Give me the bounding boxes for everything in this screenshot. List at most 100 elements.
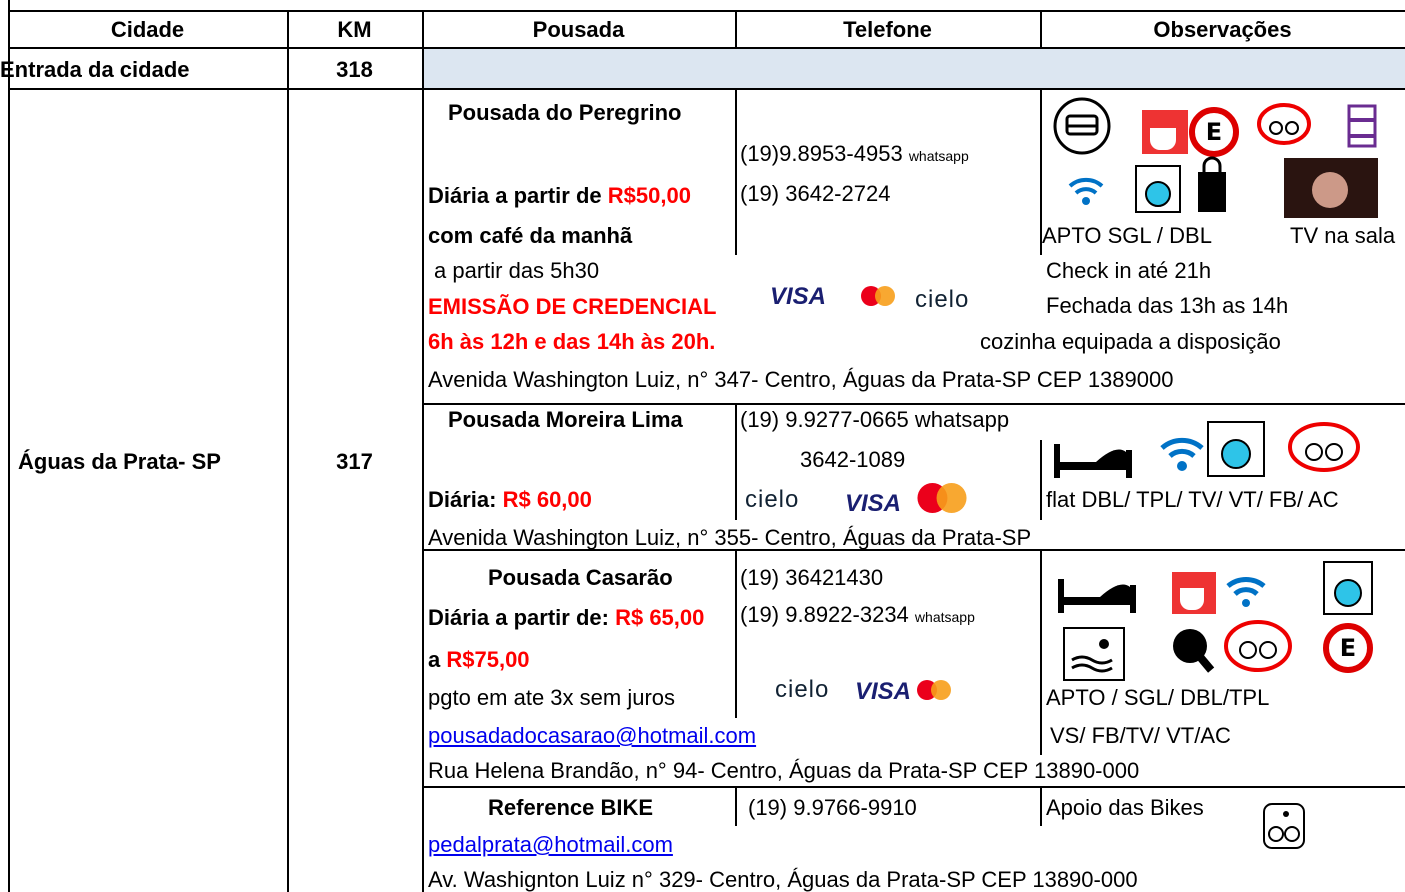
address: Avenida Washington Luiz, n° 355- Centro,… xyxy=(428,525,1032,550)
pool-icon xyxy=(1063,627,1125,681)
border xyxy=(1040,549,1042,755)
lodging-name: Reference BIKE xyxy=(488,795,654,820)
phone: (19) 9.9766-9910 xyxy=(748,795,917,820)
border xyxy=(1040,88,1042,255)
wifi-icon xyxy=(1226,577,1266,607)
lodging-name: Pousada Casarão xyxy=(488,565,673,590)
parking-icon: E xyxy=(1323,623,1373,673)
visa-logo: VISA xyxy=(845,490,902,517)
coffee-icon xyxy=(1172,572,1216,614)
border xyxy=(735,786,737,826)
column-header: Pousada xyxy=(532,17,625,42)
cell: Entrada da cidade xyxy=(0,55,287,85)
visa-logo: VISA xyxy=(855,678,912,705)
border xyxy=(1040,10,1042,48)
phone-note: whatsapp xyxy=(914,609,975,625)
breakfast: com café da manhã xyxy=(428,223,633,248)
price-label: Diária: xyxy=(428,487,503,512)
tv-image xyxy=(1284,158,1378,218)
svg-text:E: E xyxy=(1340,634,1356,662)
address: Avenida Washington Luiz, n° 347- Centro,… xyxy=(428,367,1174,392)
email-link[interactable]: pousadadocasarao@hotmail.com xyxy=(428,723,757,748)
price: Diária: R$ 60,00 xyxy=(428,485,592,515)
svg-text:E: E xyxy=(1206,118,1222,146)
border xyxy=(8,47,1405,49)
cell: 318 xyxy=(336,57,373,82)
bed-icon xyxy=(1054,444,1132,478)
kitchen: cozinha equipada a disposição xyxy=(980,329,1281,354)
phone: (19) 9.9277-0665 whatsapp xyxy=(740,407,1010,432)
credential: EMISSÃO DE CREDENCIAL xyxy=(428,294,717,319)
price-value: R$75,00 xyxy=(446,647,530,672)
column-header: Telefone xyxy=(843,17,932,42)
phone: (19) 3642-2724 xyxy=(740,181,891,206)
rooms: flat DBL/ TPL/ TV/ VT/ FB/ AC xyxy=(1046,487,1339,512)
phone: 3642-1089 xyxy=(800,447,906,472)
cielo-logo: cielo xyxy=(775,676,830,703)
phone-number: (19) 9.8922-3234 xyxy=(740,602,909,627)
address: Rua Helena Brandão, n° 94- Centro, Águas… xyxy=(428,758,1140,783)
price-value: R$50,00 xyxy=(607,183,691,208)
lodging-name: Pousada Moreira Lima xyxy=(448,407,683,432)
tv: TV na sala xyxy=(1290,223,1396,248)
border xyxy=(422,10,424,892)
visa-logo: VISA xyxy=(770,283,827,310)
price-value: R$ 60,00 xyxy=(502,487,592,512)
lodging-name: Pousada do Peregrino xyxy=(448,100,682,125)
cielo-logo: cielo xyxy=(915,286,970,313)
mastercard-logo xyxy=(917,680,951,700)
rooms: APTO / SGL/ DBL/TPL xyxy=(1046,685,1270,710)
column-header: Cidade xyxy=(110,17,185,42)
mastercard-logo xyxy=(917,483,967,513)
border xyxy=(8,10,1405,12)
bike-icon xyxy=(1224,620,1292,672)
installments: pgto em ate 3x sem juros xyxy=(428,685,676,710)
border xyxy=(735,88,737,255)
parking-icon: E xyxy=(1189,107,1239,157)
washer-icon xyxy=(1323,561,1373,615)
border xyxy=(735,10,737,48)
price: Diária a partir de: R$ 65,00 xyxy=(428,603,735,633)
bed-icon xyxy=(1058,579,1136,613)
row-fill xyxy=(422,49,1405,88)
pingpong-icon xyxy=(1173,629,1215,673)
price-label: Diária a partir de xyxy=(428,183,608,208)
phone-note: whatsapp xyxy=(908,148,969,164)
mastercard-logo xyxy=(861,286,895,306)
breakfast-time: a partir das 5h30 xyxy=(434,258,600,283)
border xyxy=(8,88,1405,90)
phone: (19) 36421430 xyxy=(740,565,884,590)
border xyxy=(422,786,1405,788)
credential-hours: 6h às 12h e das 14h às 20h. xyxy=(428,329,716,354)
price-label: a xyxy=(428,647,447,672)
border xyxy=(8,0,10,892)
phone: (19) 9.8922-3234 whatsapp xyxy=(740,600,975,632)
border xyxy=(422,549,1405,551)
washer-icon xyxy=(1207,421,1265,477)
border xyxy=(422,403,1405,405)
bunk-icon xyxy=(1347,104,1377,148)
price: a R$75,00 xyxy=(428,645,530,675)
cielo-logo: cielo xyxy=(745,486,800,513)
coffee-icon xyxy=(1142,110,1188,154)
support: Apoio das Bikes xyxy=(1046,795,1204,820)
cell-text: Entrada da cidade xyxy=(0,57,190,82)
price-label: Diária a partir de: xyxy=(428,605,616,630)
bag-icon xyxy=(1198,156,1226,212)
phone-number: (19)9.8953-4953 xyxy=(740,141,903,166)
city: Águas da Prata- SP xyxy=(18,449,221,474)
border xyxy=(1040,786,1042,826)
border xyxy=(735,549,737,718)
rooms: VS/ FB/TV/ VT/AC xyxy=(1050,723,1231,748)
bike-icon xyxy=(1257,103,1311,145)
bed-icon xyxy=(1053,97,1111,155)
bike-icon xyxy=(1288,422,1360,472)
bike-icon xyxy=(1263,803,1305,849)
phone: (19)9.8953-4953 whatsapp xyxy=(740,139,969,171)
wifi-icon xyxy=(1160,437,1204,471)
rooms: APTO SGL / DBL xyxy=(1042,223,1212,248)
closed: Fechada das 13h as 14h xyxy=(1046,293,1289,318)
border xyxy=(1040,440,1042,520)
email-link[interactable]: pedalprata@hotmail.com xyxy=(428,832,673,857)
